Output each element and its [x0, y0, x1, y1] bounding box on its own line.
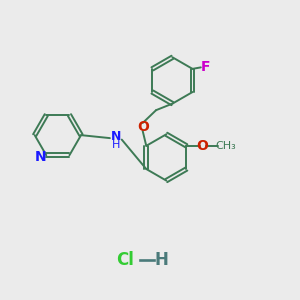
Text: CH₃: CH₃ — [215, 141, 236, 151]
Text: O: O — [137, 120, 148, 134]
Text: H: H — [112, 140, 120, 150]
Text: N: N — [111, 130, 121, 142]
Text: F: F — [200, 60, 210, 74]
Text: O: O — [196, 139, 208, 153]
Text: H: H — [155, 251, 169, 269]
Text: Cl: Cl — [116, 251, 134, 269]
Text: N: N — [35, 150, 47, 164]
